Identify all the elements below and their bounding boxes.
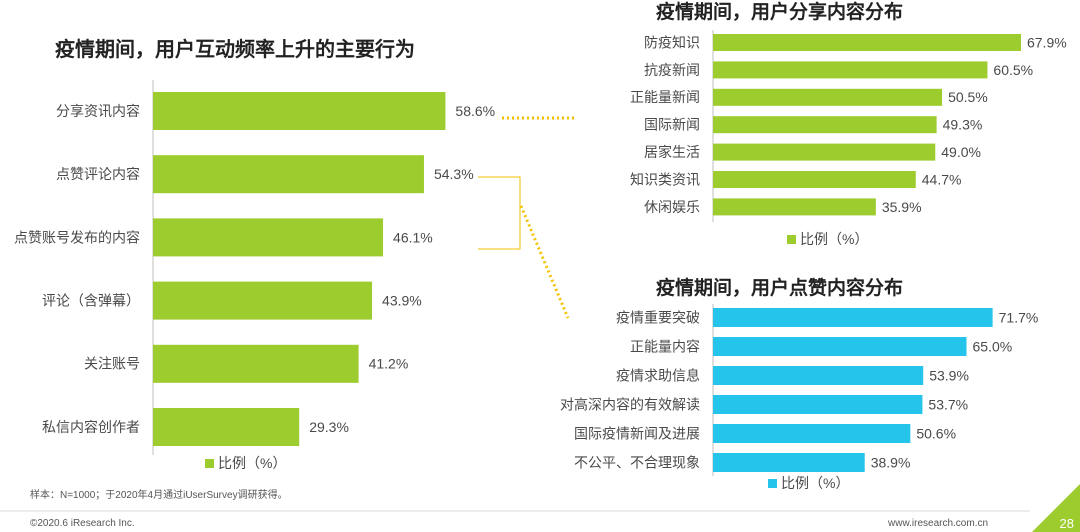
main-bar	[153, 92, 446, 130]
main-category-label: 私信内容创作者	[42, 419, 140, 435]
share-legend-swatch	[787, 235, 796, 244]
like-category-label: 不公平、不合理现象	[574, 454, 700, 470]
share-value-label: 35.9%	[882, 199, 922, 215]
copyright: ©2020.6 iResearch Inc.	[30, 518, 135, 529]
share-bar	[713, 116, 937, 134]
share-category-label: 知识类资讯	[630, 171, 700, 187]
share-value-label: 67.9%	[1027, 34, 1067, 50]
share-bar	[713, 61, 988, 79]
like-legend-label: 比例（%）	[781, 475, 849, 491]
page-number: 28	[1060, 516, 1074, 531]
like-bar	[713, 424, 911, 443]
like-bar	[713, 366, 924, 385]
main-value-label: 43.9%	[382, 293, 422, 309]
like-bar	[713, 453, 865, 472]
main-legend-swatch	[205, 459, 214, 468]
like-value-label: 65.0%	[973, 338, 1013, 354]
share-bar-series: 防疫知识 67.9% 抗疫新闻 60.5% 正能量新闻 50.5% 国际新闻 49.3% 居家生…	[630, 34, 1067, 216]
main-value-label: 54.3%	[434, 166, 474, 182]
share-category-label: 休闲娱乐	[644, 199, 700, 215]
sample-note: 样本：N=1000；于2020年4月通过iUserSurvey调研获得。	[30, 488, 288, 501]
main-value-label: 41.2%	[369, 356, 409, 372]
main-legend-label: 比例（%）	[218, 455, 286, 471]
like-value-label: 50.6%	[916, 425, 956, 441]
like-value-label: 53.9%	[929, 367, 969, 383]
share-value-label: 60.5%	[993, 62, 1033, 78]
share-value-label: 49.0%	[941, 144, 981, 160]
main-value-label: 58.6%	[455, 103, 495, 119]
share-value-label: 50.5%	[948, 89, 988, 105]
like-bar	[713, 337, 967, 356]
main-bar	[153, 344, 359, 383]
share-bar	[713, 198, 876, 216]
share-category-label: 防疫知识	[644, 34, 700, 50]
share-legend-label: 比例（%）	[800, 231, 868, 247]
share-category-label: 抗疫新闻	[644, 62, 700, 78]
main-bar	[153, 281, 373, 320]
like-legend-swatch	[768, 479, 777, 488]
share-category-label: 居家生活	[644, 144, 700, 160]
share-bar	[713, 143, 936, 161]
main-bar	[153, 408, 300, 446]
like-bar	[713, 308, 993, 327]
main-category-label: 关注账号	[84, 356, 140, 372]
corner-accent	[1032, 484, 1080, 532]
like-category-label: 疫情重要突破	[616, 309, 700, 325]
like-bar	[713, 395, 923, 414]
like-category-label: 国际疫情新闻及进展	[574, 425, 700, 441]
like-category-label: 对高深内容的有效解读	[560, 396, 700, 412]
like-value-label: 38.9%	[871, 454, 911, 470]
like-value-label: 53.7%	[928, 396, 968, 412]
like-value-label: 71.7%	[999, 309, 1039, 325]
main-category-label: 分享资讯内容	[56, 103, 140, 119]
like-connector-dots	[519, 205, 570, 319]
share-bar	[713, 34, 1021, 51]
like-bar-series: 疫情重要突破 71.7% 正能量内容 65.0% 疫情求助信息 53.9% 对高深内容的有效…	[560, 308, 1038, 472]
share-bar	[713, 171, 916, 188]
main-chart-title: 疫情期间，用户互动频率上升的主要行为	[55, 37, 415, 61]
main-value-label: 46.1%	[393, 229, 433, 245]
main-bar-series: 分享资讯内容 58.6% 点赞评论内容 54.3% 点赞账号发布的内容 46.1% 评论（含…	[14, 92, 495, 446]
like-bracket	[478, 176, 521, 250]
share-category-label: 正能量新闻	[630, 89, 700, 105]
main-bar	[153, 155, 424, 194]
like-category-label: 正能量内容	[630, 338, 700, 354]
share-value-label: 44.7%	[922, 171, 962, 187]
website: www.iresearch.com.cn	[887, 518, 988, 529]
like-chart-title: 疫情期间，用户点赞内容分布	[656, 276, 903, 299]
main-bar	[153, 218, 384, 257]
share-value-label: 49.3%	[943, 117, 983, 133]
main-category-label: 点赞评论内容	[56, 166, 140, 182]
like-category-label: 疫情求助信息	[616, 367, 700, 383]
share-bar	[713, 88, 943, 106]
share-category-label: 国际新闻	[644, 117, 700, 133]
main-category-label: 评论（含弹幕）	[42, 293, 140, 309]
main-category-label: 点赞账号发布的内容	[14, 229, 140, 245]
share-chart-title: 疫情期间，用户分享内容分布	[656, 0, 903, 23]
main-value-label: 29.3%	[309, 419, 349, 435]
